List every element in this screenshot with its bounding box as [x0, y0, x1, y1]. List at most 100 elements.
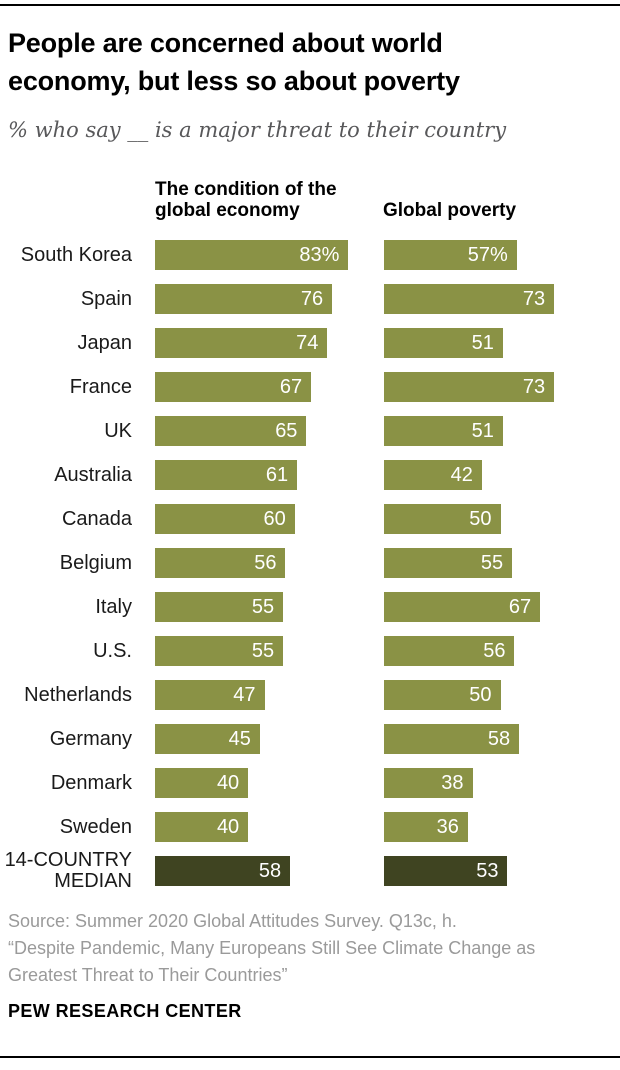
bar-value-label: 42	[450, 463, 473, 486]
bar-value-label: 56	[254, 551, 277, 574]
economy-bar: 61	[155, 460, 298, 490]
poverty-bar: 51	[384, 416, 503, 446]
chart-row: Netherlands 47 50	[0, 673, 620, 717]
poverty-bar: 67	[384, 592, 541, 622]
chart-row: Spain 76 73	[0, 277, 620, 321]
chart-row: Belgium 56 55	[0, 541, 620, 585]
country-label: Japan	[77, 331, 133, 354]
poverty-bar: 57%	[384, 240, 517, 270]
poverty-bar: 51	[384, 328, 503, 358]
bar-value-label: 83%	[299, 243, 340, 266]
poverty-bar: 50	[384, 504, 501, 534]
poverty-bar: 53	[384, 856, 508, 886]
bar-value-label: 51	[471, 331, 494, 354]
chart-row: Italy 55 67	[0, 585, 620, 629]
economy-bar: 40	[155, 812, 249, 842]
country-label: France	[69, 375, 132, 398]
column-header-economy: The condition of the global economy	[155, 179, 337, 221]
bar-value-label: 60	[263, 507, 286, 530]
country-label: South Korea	[20, 243, 132, 266]
country-label: Belgium	[59, 551, 132, 574]
bar-value-label: 56	[483, 639, 506, 662]
bar-value-label: 55	[251, 595, 275, 618]
poverty-bar: 38	[384, 768, 473, 798]
bar-value-label: 74	[296, 331, 319, 354]
poverty-bar: 73	[384, 284, 555, 314]
chart-subtitle: % who say __ is a major threat to their …	[8, 118, 507, 142]
bar-chart: South Korea 83% 57% Spain 76 73 Japan 74 51 Franc…	[0, 233, 620, 893]
column-header-poverty: Global poverty	[383, 200, 517, 221]
country-label: Canada	[61, 507, 132, 530]
country-label: Denmark	[50, 771, 132, 794]
top-divider	[0, 4, 620, 6]
country-label: UK	[104, 419, 132, 442]
poverty-bar: 50	[384, 680, 501, 710]
chart-row: Denmark 40 38	[0, 761, 620, 805]
country-label: Italy	[95, 595, 132, 618]
country-label: U.S.	[93, 639, 132, 662]
bar-value-label: 57%	[467, 243, 508, 266]
poverty-bar: 36	[384, 812, 468, 842]
bar-value-label: 50	[469, 683, 492, 706]
chart-row: U.S. 55 56	[0, 629, 620, 673]
chart-row: France 67 73	[0, 365, 620, 409]
economy-bar: 65	[155, 416, 307, 446]
bar-value-label: 36	[436, 815, 459, 838]
economy-bar: 55	[155, 592, 284, 622]
economy-bar: 58	[155, 856, 291, 886]
bar-value-label: 40	[216, 771, 240, 794]
economy-bar: 40	[155, 768, 249, 798]
economy-bar: 55	[155, 636, 284, 666]
bar-value-label: 58	[487, 727, 511, 750]
bar-value-label: 55	[480, 551, 504, 574]
country-label: Germany	[49, 727, 132, 750]
bar-value-label: 65	[275, 419, 298, 442]
country-label: Sweden	[59, 815, 132, 838]
bar-value-label: 53	[476, 859, 499, 882]
economy-bar: 76	[155, 284, 333, 314]
chart-row: Canada 60 50	[0, 497, 620, 541]
bar-value-label: 55	[251, 639, 275, 662]
bar-value-label: 58	[258, 859, 282, 882]
chart-row: Germany 45 58	[0, 717, 620, 761]
bar-value-label: 67	[279, 375, 303, 398]
bar-value-label: 67	[508, 595, 532, 618]
bar-value-label: 51	[471, 419, 494, 442]
source-note: Source: Summer 2020 Global Attitudes Sur…	[8, 911, 536, 985]
country-label: Netherlands	[24, 683, 132, 706]
economy-bar: 67	[155, 372, 312, 402]
bar-value-label: 47	[233, 683, 256, 706]
bottom-divider	[0, 1056, 620, 1058]
chart-row: UK 65 51	[0, 409, 620, 453]
chart-row: 14-COUNTRY MEDIAN 58 53	[0, 849, 620, 893]
poverty-bar: 58	[384, 724, 520, 754]
bar-value-label: 76	[300, 287, 324, 310]
country-label: Australia	[54, 463, 132, 486]
economy-bar: 74	[155, 328, 328, 358]
bar-value-label: 40	[216, 815, 240, 838]
chart-row: South Korea 83% 57%	[0, 233, 620, 277]
economy-bar: 56	[155, 548, 286, 578]
country-label: Spain	[80, 287, 132, 310]
economy-bar: 47	[155, 680, 265, 710]
bar-value-label: 45	[228, 727, 251, 750]
bar-value-label: 61	[265, 463, 289, 486]
bar-value-label: 50	[469, 507, 492, 530]
chart-title: People are concerned about world economy…	[8, 28, 460, 96]
bar-value-label: 38	[441, 771, 464, 794]
chart-row: Japan 74 51	[0, 321, 620, 365]
bar-value-label: 73	[522, 287, 546, 310]
country-label: 14-COUNTRY MEDIAN	[4, 849, 132, 892]
chart-row: Sweden 40 36	[0, 805, 620, 849]
economy-bar: 45	[155, 724, 260, 754]
branding: PEW RESEARCH CENTER	[8, 1001, 242, 1021]
economy-bar: 83%	[155, 240, 349, 270]
poverty-bar: 42	[384, 460, 482, 490]
poverty-bar: 73	[384, 372, 555, 402]
poverty-bar: 56	[384, 636, 515, 666]
chart-row: Australia 61 42	[0, 453, 620, 497]
bar-value-label: 73	[522, 375, 546, 398]
economy-bar: 60	[155, 504, 295, 534]
poverty-bar: 55	[384, 548, 513, 578]
